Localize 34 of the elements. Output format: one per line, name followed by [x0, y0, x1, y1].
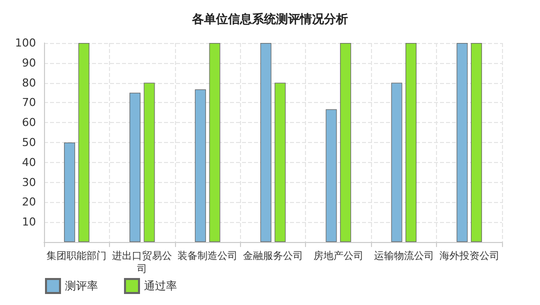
bar	[78, 43, 90, 242]
x-tick-label: 集团职能部门	[46, 250, 107, 262]
legend-label: 测评率	[65, 280, 98, 292]
y-tick-label: 60	[22, 116, 36, 130]
bar	[274, 82, 286, 242]
bar	[406, 43, 417, 242]
x-tick-label: 房地产公司	[313, 250, 364, 262]
bar	[340, 43, 352, 242]
y-tick-label: 70	[22, 96, 36, 110]
bar	[129, 92, 140, 242]
x-tick-label: 金融服务公司	[243, 250, 303, 262]
y-tick-label: 50	[22, 136, 36, 149]
bar	[194, 89, 206, 242]
x-tick-label: 装备制造公司	[178, 250, 238, 262]
bar	[260, 43, 272, 242]
bar	[470, 43, 482, 242]
x-tick-label: 海外投资公司	[439, 250, 500, 262]
y-tick-label: 80	[22, 76, 36, 90]
y-tick-label: 90	[22, 56, 36, 70]
bar	[391, 82, 402, 242]
bar	[144, 82, 155, 242]
bar	[326, 109, 337, 242]
bar	[64, 142, 76, 242]
chart-title: 各单位信息系统测评情况分析	[191, 12, 348, 26]
y-tick-label: 100	[15, 36, 36, 50]
y-tick-label: 20	[22, 196, 36, 209]
legend-label: 通过率	[144, 280, 177, 292]
bar	[209, 43, 220, 242]
x-tick-label: 运输物流公司	[374, 250, 434, 262]
y-tick-label: 30	[22, 176, 36, 189]
y-tick-label: 10	[22, 216, 36, 229]
bar	[456, 43, 468, 242]
y-tick-label: 40	[22, 156, 36, 169]
x-tick-label: 进出口贸易公司	[112, 250, 172, 275]
